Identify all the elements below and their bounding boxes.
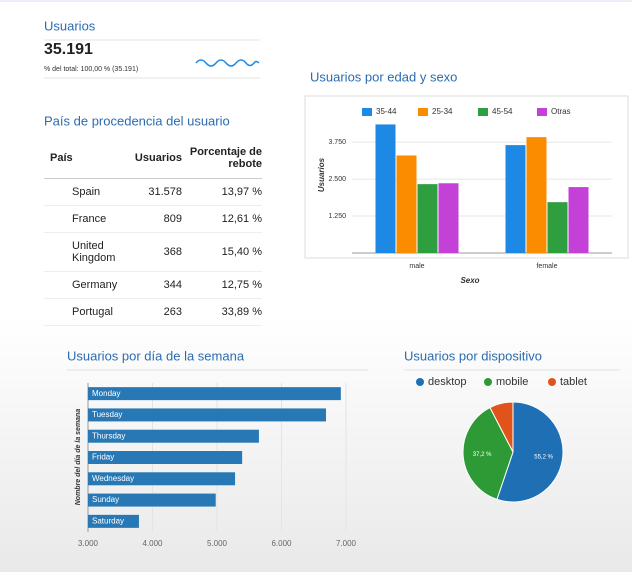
scorecard-value: 35.191 [44,41,93,58]
chart-frame [304,95,629,259]
x-tick-label: 6.000 [271,539,292,548]
x-tick-label: female [536,263,557,270]
header-row: País Usuarios Porcentaje de rebote [44,138,262,179]
legend-label: Otras [551,107,571,116]
legend-label: tablet [560,376,587,388]
bar [526,137,547,253]
table-title: País de procedencia del usuario [44,113,230,128]
legend-label: 45-54 [492,107,513,116]
table-cell: 809 [163,213,182,225]
table-cell: 12,61 % [221,213,262,225]
bar [88,472,236,486]
bar [396,155,417,253]
x-tick-label: 3.000 [78,539,99,548]
sparkline [195,59,260,67]
bar [88,387,341,401]
bar [505,145,526,253]
table-row: United Kingdom 368 15,40 % [44,233,262,272]
legend-swatch [478,108,488,116]
table-cell: 344 [163,279,182,291]
bar [88,493,216,507]
category-label: Wednesday [92,474,134,483]
category-label: Sunday [92,495,119,504]
y-axis-title: Nombre del día de la semana [75,409,82,506]
table-cell: 368 [163,246,182,258]
scorecard-subtitle: % del total: 100,00 % (35.191) [44,66,138,73]
legend-label: 35-44 [376,107,397,116]
legend-dot [416,378,424,386]
bar [88,451,243,464]
bar [88,408,327,422]
slice-label: 55,2 % [534,455,553,461]
country-table: País Usuarios Porcentaje de rebote Spain 31.… [44,138,262,326]
slice-label: 37,2 % [473,452,492,458]
bar [375,124,396,253]
column-header: Usuarios [134,152,182,164]
table-row: Spain 31.578 13,97 % [44,179,262,206]
table-cell: 12,75 % [221,279,262,291]
column-header: Porcentaje de rebote [189,146,262,170]
chart-title: Usuarios por día de la semana [67,348,245,363]
table-cell: Portugal [72,306,113,318]
category-label: Thursday [92,431,125,440]
table-cell: 263 [163,306,182,318]
x-tick-label: 7.000 [336,539,357,548]
x-axis-title: Sexo [460,276,479,285]
table-cell: 31.578 [148,186,182,198]
bar [88,429,259,443]
table-cell: Spain [72,186,101,198]
pie-slice [462,406,514,500]
chart-title: Usuarios por edad y sexo [310,69,457,84]
table-cell: 33,89 % [221,306,262,318]
legend-swatch [362,108,372,116]
category-label: Tuesday [92,410,122,419]
x-tick-label: 5.000 [207,539,228,548]
table-cell: United Kingdom [72,240,116,264]
legend-dot [548,378,556,386]
table-cell: Germany [72,279,118,291]
y-axis-title: Usuarios [317,157,326,192]
table-row: Portugal 263 33,89 % [44,299,262,326]
legend-label: 25-34 [432,107,453,116]
table-cell: 15,40 % [221,246,262,258]
y-tick-label: 3.750 [328,139,346,146]
legend-swatch [537,108,547,116]
scorecard-title: Usuarios [44,18,96,33]
bar [438,183,459,253]
table-row: France 809 12,61 % [44,206,262,233]
legend-dot [484,378,492,386]
y-tick-label: 1.250 [328,213,346,220]
legend-swatch [418,108,428,116]
y-tick-label: 2.500 [328,176,346,183]
category-label: Friday [92,453,114,462]
bar [547,202,568,253]
pie-slice [489,401,514,453]
bar [568,187,589,253]
legend-label: mobile [496,376,528,388]
legend-label: desktop [428,376,467,388]
table-cell: France [72,213,107,225]
column-header: País [50,152,73,164]
bar [417,184,438,253]
category-label: Saturday [92,516,124,525]
table-cell: 13,97 % [221,186,262,198]
table-row: Germany 344 12,75 % [44,272,262,299]
x-tick-label: 4.000 [142,539,163,548]
x-tick-label: male [409,263,424,270]
bar [88,514,139,528]
category-label: Monday [92,389,120,398]
chart-title: Usuarios por dispositivo [404,348,542,363]
